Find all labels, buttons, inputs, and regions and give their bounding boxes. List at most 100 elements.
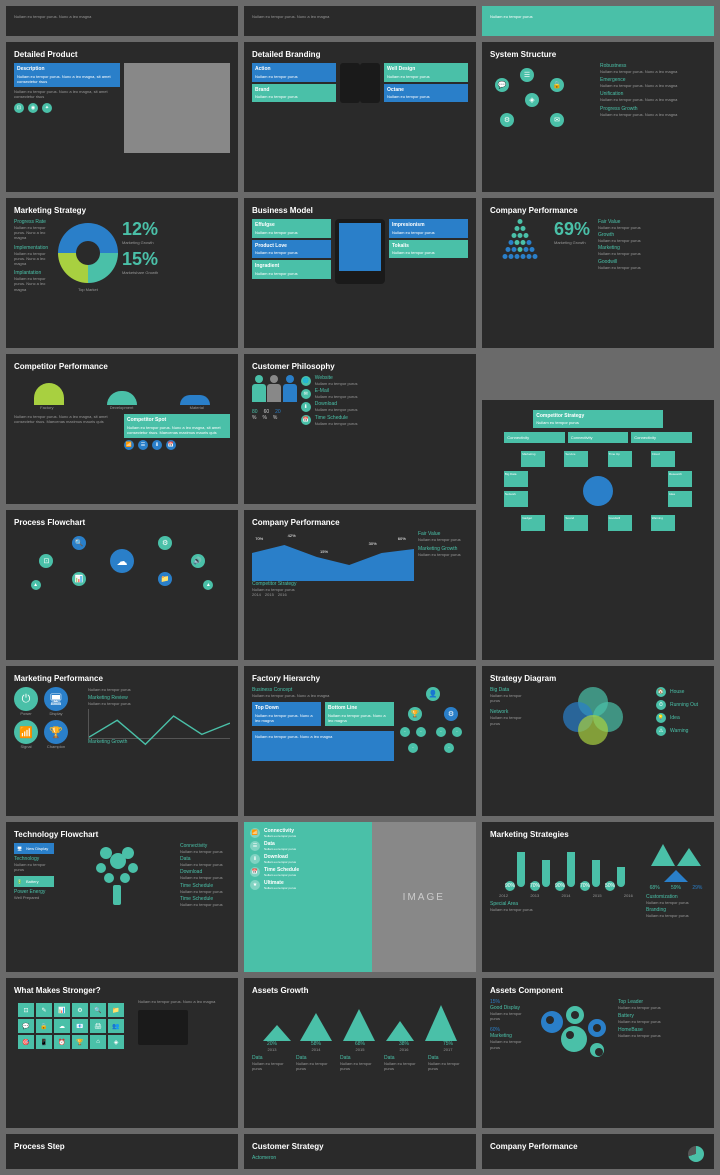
gear-icon <box>588 1019 606 1037</box>
slide-detailed-product: Detailed Product DescriptionNullam eu te… <box>6 42 238 192</box>
db-icon: ☰ <box>520 68 534 82</box>
title: Strategy Diagram <box>490 674 706 683</box>
star-icon: ★ <box>250 880 260 890</box>
node-network: ☁ ⊡ 🔊 🔍 ⚙ 📊 📁 ▲ ▲ <box>14 531 230 591</box>
triangle-icon <box>651 844 675 866</box>
msg-icon: ✉ <box>550 113 564 127</box>
person-icon <box>267 375 281 405</box>
title: Process Flowchart <box>14 518 230 527</box>
cloud-icon: ☁ <box>110 549 134 573</box>
title: Competitor Performance <box>14 362 230 371</box>
leaf-icon: · <box>416 727 426 737</box>
display-icon: 🖥 <box>17 846 22 851</box>
cal-icon: 📅 <box>301 415 311 425</box>
slide-header-a: Nullam eu tempor purus. Nunc a leo magna <box>6 6 238 36</box>
gear-icon <box>561 1026 587 1052</box>
node-icon: ⚙ <box>158 536 172 550</box>
people-pyramid <box>490 219 550 264</box>
lock-icon: 🔒 <box>550 78 564 92</box>
slide-header-c: Nullam eu tempor purus <box>482 6 714 36</box>
slide-marketing-performance: Marketing Performance ⏻Power 🖥Display 📶S… <box>6 666 238 816</box>
gear-icon <box>566 1006 584 1024</box>
slide-strategy-diagram: Strategy Diagram Big DataNullam eu tempo… <box>482 666 714 816</box>
node-icon: 📊 <box>72 572 86 586</box>
line-chart <box>88 709 230 739</box>
node-icon: 📁 <box>158 572 172 586</box>
icon-a: ⊡ <box>14 103 24 113</box>
title: Marketing Performance <box>14 674 230 683</box>
area-chart: 70% 42% 15% 30% 60% <box>252 531 414 581</box>
title: Assets Component <box>490 986 706 995</box>
leaf-icon: · <box>452 727 462 737</box>
laptop-icon <box>138 1010 188 1045</box>
slide-competitor-performance: Competitor Performance FactoryDevelopmen… <box>6 354 238 504</box>
image-placeholder: IMAGE <box>372 822 476 972</box>
donut-chart <box>58 223 118 283</box>
desc-box: DescriptionNullam eu tempor purus. Nunc … <box>14 63 120 87</box>
slide-header-b: Nullam eu tempor purus. Nunc a leo magna <box>244 6 476 36</box>
cal-icon: 📅 <box>250 867 260 877</box>
mail-icon: ✉ <box>301 389 311 399</box>
title: Company Performance <box>490 206 706 215</box>
slide-company-performance-2: Company Performance 70% 42% 15% 30% 60% … <box>244 510 476 660</box>
radial-network: Marketing Service Time Up Cloud Big Data… <box>490 451 706 531</box>
wifi-icon: 📶 <box>124 440 134 450</box>
title: Marketing Strategies <box>490 830 706 839</box>
run-icon: ⏱ <box>656 700 666 710</box>
title: Customer Philosophy <box>252 362 468 371</box>
leaf-icon: · <box>444 743 454 753</box>
slide-process-step: Process Step <box>6 1134 238 1169</box>
gear-icon <box>541 1011 563 1033</box>
icon-cloud: ⊡✎📊⚙🔍 📁💬🔒☁📧 🖨👥🎯📱⏰ 🏆⌂◈ <box>14 999 134 1053</box>
mini-donut <box>688 1146 704 1162</box>
person-icon <box>283 375 297 405</box>
title: Technology Flowchart <box>14 830 230 839</box>
icon-b: ◉ <box>28 103 38 113</box>
wifi-icon: 📶 <box>250 828 260 838</box>
semi-1 <box>34 383 64 405</box>
slide-marketing-strategy: Marketing Strategy Progress RateNullam e… <box>6 198 238 348</box>
lightbulb-cluster <box>92 843 142 903</box>
signal-icon: 📶 <box>14 720 38 744</box>
slide-customer-strategy: Customer StrategyActomeron <box>244 1134 476 1169</box>
semi-2 <box>107 391 137 405</box>
slide-company-performance-1: Company Performance 69%Marketing Growth … <box>482 198 714 348</box>
node-icon: ▲ <box>31 580 41 590</box>
title: Detailed Product <box>14 50 230 59</box>
leaf-icon: · <box>408 743 418 753</box>
power-icon: ⏻ <box>14 687 38 711</box>
dl-icon: ⬇ <box>152 440 162 450</box>
root-icon: 👤 <box>426 687 440 701</box>
battery-icon: 🔋 <box>17 879 22 884</box>
semi-3 <box>180 395 210 405</box>
slide-process-flowchart: Process Flowchart ☁ ⊡ 🔊 🔍 ⚙ 📊 📁 ▲ ▲ <box>6 510 238 660</box>
node-icon: 🏆 <box>408 707 422 721</box>
title: Business Model <box>252 206 468 215</box>
node-icon: 🔊 <box>191 554 205 568</box>
triangle-icon <box>677 848 701 866</box>
image-placeholder <box>124 63 230 153</box>
warn-icon: ⚠ <box>656 726 666 736</box>
db-icon: ☰ <box>138 440 148 450</box>
node-icon: ⚙ <box>444 707 458 721</box>
house-icon: 🏠 <box>656 687 666 697</box>
title: What Makes Stronger? <box>14 986 230 995</box>
phone-icon <box>360 63 380 103</box>
wrench-icon: ⚙ <box>500 113 514 127</box>
slide-factory-hierarchy: Factory Hierarchy Business ConceptNullam… <box>244 666 476 816</box>
title: System Structure <box>490 50 706 59</box>
slide-competitor-strategy: Competitor StrategyNullam eu tempor puru… <box>482 354 714 660</box>
hierarchy-tree: 👤 🏆 ⚙ · · · · · · <box>398 687 468 763</box>
slide-marketing-strategies: Marketing Strategies 90% 70% 90% 70% 50%… <box>482 822 714 972</box>
slide-assets-growth: Assets Growth 20%58%68%38%75% 2013201420… <box>244 978 476 1128</box>
layer-icon: ◈ <box>525 93 539 107</box>
gear-icon <box>590 1043 604 1057</box>
web-icon: 🌐 <box>301 376 311 386</box>
cal-icon: 📅 <box>166 440 176 450</box>
wave-chart <box>252 1001 468 1041</box>
slide-what-makes-stronger: What Makes Stronger? ⊡✎📊⚙🔍 📁💬🔒☁📧 🖨👥🎯📱⏰ 🏆… <box>6 978 238 1128</box>
node-icon: ⊡ <box>39 554 53 568</box>
chat-icon: 💬 <box>495 78 509 92</box>
node-icon: 🔍 <box>72 536 86 550</box>
leaf-icon: · <box>436 727 446 737</box>
